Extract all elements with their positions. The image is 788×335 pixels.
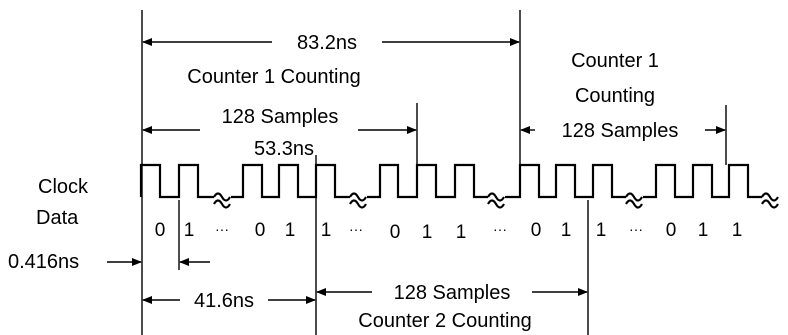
data-bit: 1 bbox=[698, 220, 709, 241]
squiggle-break-icon bbox=[761, 192, 779, 209]
data-bit: 1 bbox=[422, 222, 433, 243]
data-bit: 1 bbox=[285, 220, 296, 241]
data-bit: 1 bbox=[456, 222, 467, 243]
clock-waveform bbox=[139, 163, 779, 209]
data-bit: 1 bbox=[732, 220, 743, 241]
data-bit: 1 bbox=[596, 220, 607, 241]
data-row: 0 1 ··· 0 1 1 ··· 0 1 1 ··· 0 1 1 ··· 0 … bbox=[155, 220, 743, 243]
squiggle-break-icon bbox=[487, 192, 505, 209]
squiggle-break-icon bbox=[625, 192, 643, 209]
data-ellipsis: ··· bbox=[629, 221, 643, 237]
data-bit: 0 bbox=[255, 220, 266, 241]
counter2-label: Counter 2 Counting bbox=[358, 310, 531, 332]
data-bit: 1 bbox=[321, 220, 332, 241]
data-bit: 0 bbox=[155, 220, 166, 241]
period-bottom-label: 41.6ns bbox=[194, 290, 254, 312]
clock-label: Clock bbox=[38, 176, 89, 198]
samples-left-time-label: 53.3ns bbox=[254, 138, 314, 160]
data-bit: 1 bbox=[561, 220, 572, 241]
samples-bottom-label: 128 Samples bbox=[394, 282, 511, 304]
squiggle-break-icon bbox=[349, 192, 367, 209]
data-ellipsis: ··· bbox=[493, 221, 507, 237]
counter1-left-label: Counter 1 Counting bbox=[187, 66, 360, 88]
samples-right-label: 128 Samples bbox=[562, 120, 679, 142]
clock-segment-5 bbox=[643, 163, 762, 199]
data-bit: 0 bbox=[666, 220, 677, 241]
clock-segment-2 bbox=[231, 163, 350, 199]
data-bit: 1 bbox=[184, 220, 195, 241]
data-ellipsis: ··· bbox=[215, 221, 229, 237]
clock-segment-3 bbox=[367, 163, 488, 199]
data-bit: 0 bbox=[531, 220, 542, 241]
period-top-label: 83.2ns bbox=[297, 32, 357, 54]
data-label: Data bbox=[36, 207, 79, 229]
squiggle-break-icon bbox=[213, 192, 231, 209]
counter1-right-label-line2: Counting bbox=[575, 85, 655, 107]
clock-segment-4 bbox=[505, 163, 626, 199]
bit-time-label: 0.416ns bbox=[8, 251, 79, 273]
samples-left-label: 128 Samples bbox=[222, 106, 339, 128]
data-bit: 0 bbox=[390, 222, 401, 243]
counter1-right-label-line1: Counter 1 bbox=[571, 50, 659, 72]
data-ellipsis: ··· bbox=[349, 221, 363, 237]
clock-segment-1 bbox=[139, 163, 214, 199]
